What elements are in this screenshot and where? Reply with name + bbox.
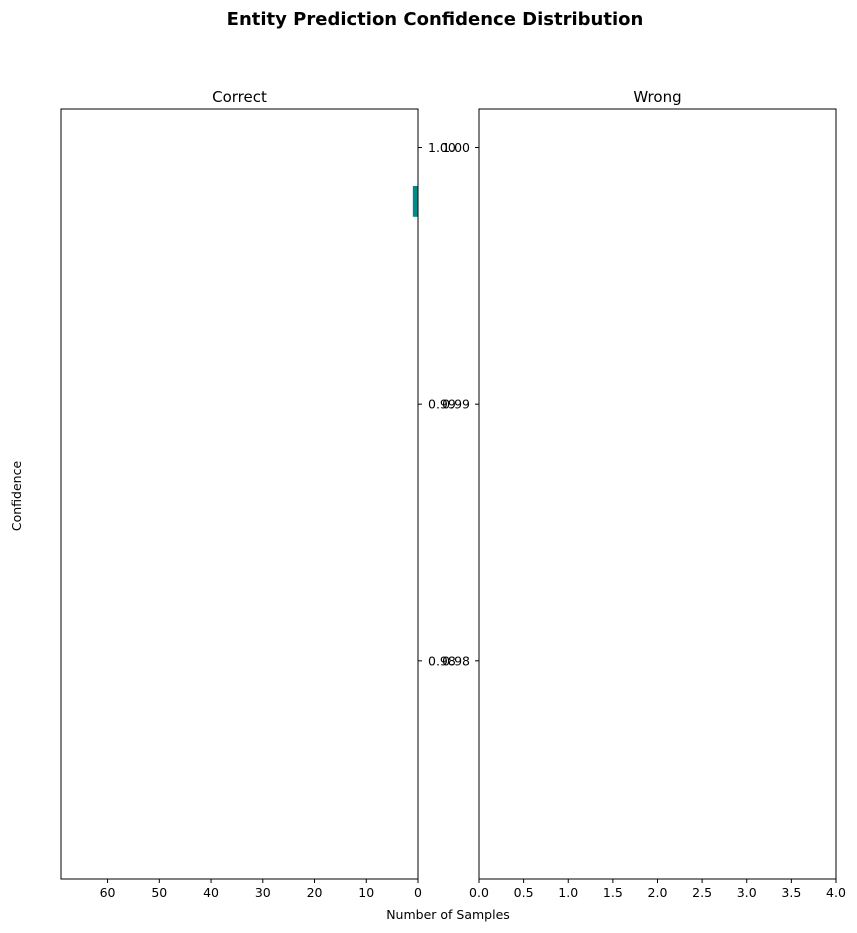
x-tick-label-wrong-5: 2.5 xyxy=(692,885,712,900)
y-tick-label-correct-0: 0.98 xyxy=(428,653,456,668)
y-tick-label-wrong-0: 0.98 xyxy=(442,653,470,668)
x-tick-label-wrong-4: 2.0 xyxy=(648,885,668,900)
x-tick-label-wrong-6: 3.0 xyxy=(737,885,757,900)
y-axis-label: Confidence xyxy=(9,461,24,532)
x-tick-label-correct-0: 60 xyxy=(100,885,116,900)
x-tick-label-wrong-7: 3.5 xyxy=(781,885,801,900)
y-tick-label-correct-2: 1.00 xyxy=(428,140,456,155)
x-tick-label-wrong-1: 0.5 xyxy=(514,885,534,900)
x-tick-label-wrong-0: 0.0 xyxy=(469,885,489,900)
x-tick-label-correct-2: 40 xyxy=(203,885,219,900)
x-tick-label-correct-5: 10 xyxy=(358,885,374,900)
panels: Correct 60 50 40 30 20 10 0 0.98 0.99 1.00 Wrong 0.0… xyxy=(60,88,846,900)
x-tick-label-wrong-3: 1.5 xyxy=(603,885,623,900)
x-tick-label-correct-1: 50 xyxy=(151,885,167,900)
y-tick-label-wrong-2: 1.00 xyxy=(442,140,470,155)
x-axis-label: Number of Samples xyxy=(386,907,510,922)
plot-frame-correct xyxy=(60,108,419,880)
x-tick-label-wrong-8: 4.0 xyxy=(826,885,846,900)
panel-title-wrong: Wrong xyxy=(633,88,681,106)
bar-correct-0 xyxy=(412,186,418,217)
panel-title-correct: Correct xyxy=(212,88,267,106)
x-tick-label-wrong-2: 1.0 xyxy=(558,885,578,900)
x-tick-label-correct-4: 20 xyxy=(307,885,323,900)
y-tick-label-wrong-1: 0.99 xyxy=(442,397,470,412)
panel-correct: Correct 60 50 40 30 20 10 0 0.98 0.99 1.00 xyxy=(60,88,456,900)
y-tick-label-correct-1: 0.99 xyxy=(428,397,456,412)
x-tick-label-correct-3: 30 xyxy=(255,885,271,900)
plot-frame-wrong xyxy=(478,108,837,880)
panel-wrong: Wrong 0.0 0.5 1.0 1.5 2.0 2.5 3.0 3.5 4.0 0.98 0.99… xyxy=(442,88,846,900)
x-tick-label-correct-6: 0 xyxy=(414,885,422,900)
chart-title: Entity Prediction Confidence Distributio… xyxy=(227,9,644,30)
